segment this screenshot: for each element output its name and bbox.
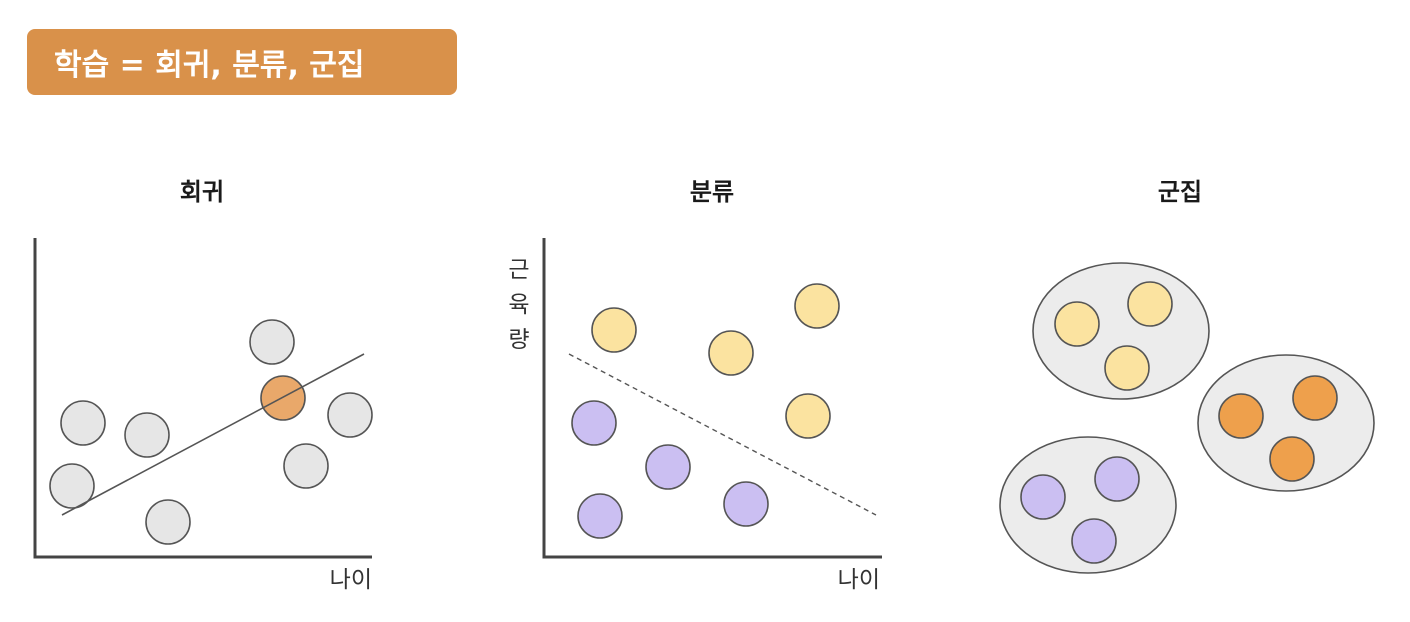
data-point xyxy=(249,319,295,365)
regression-line xyxy=(61,353,365,516)
cluster-point xyxy=(1218,393,1264,439)
cluster-point xyxy=(1269,436,1315,482)
cluster-point xyxy=(1071,518,1117,564)
classification-x-axis-label: 나이 xyxy=(838,567,880,593)
regression-x-axis-label: 나이 xyxy=(330,567,372,593)
classification-axes xyxy=(542,238,882,559)
y-label-char: 육 xyxy=(508,292,529,318)
classification-panel: 나이 근 육 량 xyxy=(508,238,882,593)
data-point xyxy=(283,443,329,489)
cluster-point xyxy=(1292,375,1338,421)
class-b-point xyxy=(645,444,691,490)
title-badge: 학습 = 회귀, 분류, 군집 xyxy=(27,29,457,95)
cluster-point xyxy=(1054,301,1100,347)
cluster-point xyxy=(1127,281,1173,327)
class-a-point xyxy=(794,283,840,329)
cluster-point xyxy=(1094,456,1140,502)
class-a-point xyxy=(785,393,831,439)
decision-boundary xyxy=(568,353,877,516)
cluster-point xyxy=(1104,345,1150,391)
classification-y-axis-label: 근 육 량 xyxy=(508,257,529,353)
class-a-point xyxy=(591,307,637,353)
class-b-point xyxy=(723,481,769,527)
cluster-yellow xyxy=(1032,262,1210,400)
class-b-point xyxy=(577,493,623,539)
class-a-point xyxy=(708,330,754,376)
data-point xyxy=(124,412,170,458)
page-title: 학습 = 회귀, 분류, 군집 xyxy=(54,48,365,83)
clustering-title: 군집 xyxy=(1157,178,1203,206)
data-point xyxy=(145,499,191,545)
class-b-point xyxy=(571,400,617,446)
regression-title: 회귀 xyxy=(179,178,225,206)
classification-title: 분류 xyxy=(689,178,735,206)
data-point xyxy=(327,392,373,438)
y-label-char: 근 xyxy=(508,257,529,283)
clustering-panel xyxy=(999,262,1375,574)
data-point xyxy=(60,400,106,446)
data-point xyxy=(49,463,95,509)
y-label-char: 량 xyxy=(508,327,529,353)
cluster-point xyxy=(1020,474,1066,520)
regression-panel: 나이 xyxy=(33,238,373,593)
cluster-orange xyxy=(1197,354,1375,492)
cluster-purple xyxy=(999,436,1177,574)
regression-axes xyxy=(33,238,372,559)
